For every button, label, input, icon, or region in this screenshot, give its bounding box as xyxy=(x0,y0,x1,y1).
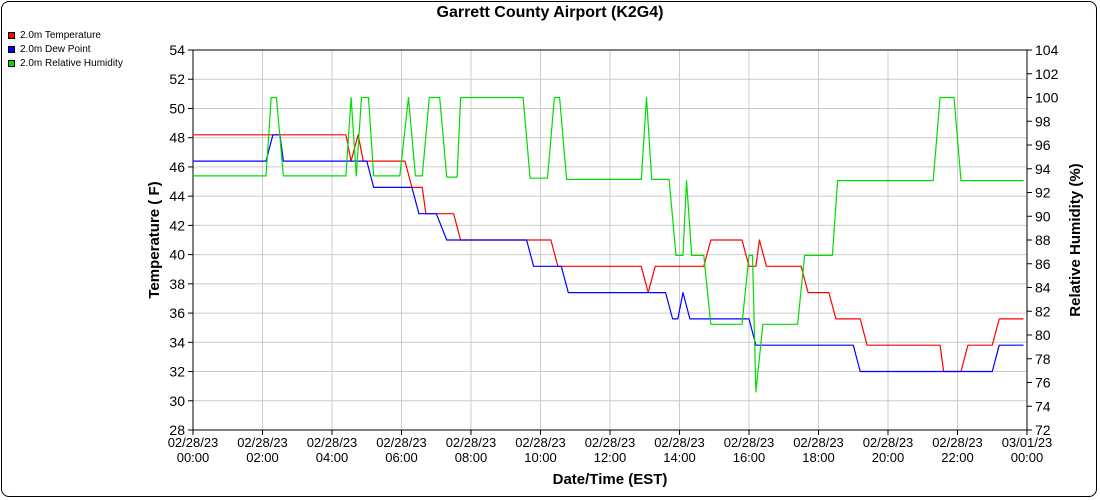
y-right-tick-label: 98 xyxy=(1035,113,1051,129)
y-left-tick-label: 30 xyxy=(169,393,185,409)
x-tick-label-date: 02/28/23 xyxy=(376,435,427,450)
x-tick-label-time: 22:00 xyxy=(941,450,974,465)
x-tick-label-time: 00:00 xyxy=(177,450,210,465)
y-right-tick-label: 102 xyxy=(1035,66,1059,82)
relative-humidity-swatch xyxy=(8,59,15,67)
y-left-tick-label: 36 xyxy=(169,305,185,321)
y-right-tick-label: 86 xyxy=(1035,256,1051,272)
y-right-tick-label: 82 xyxy=(1035,303,1051,319)
plot-area-border xyxy=(192,49,1028,431)
legend-item-relative-humidity: 2.0m Relative Humidity xyxy=(8,56,123,70)
x-tick-label-date: 02/28/23 xyxy=(932,435,983,450)
y-left-tick-label: 48 xyxy=(169,130,185,146)
y-left-axis-label: Temperature ( F) xyxy=(146,181,163,298)
y-right-tick-label: 76 xyxy=(1035,375,1051,391)
y-left-tick-label: 38 xyxy=(169,276,185,292)
x-tick-label-date: 02/28/23 xyxy=(446,435,497,450)
y-right-tick-label: 96 xyxy=(1035,137,1051,153)
x-tick-label-date: 02/28/23 xyxy=(515,435,566,450)
y-right-tick-label: 80 xyxy=(1035,327,1051,343)
x-tick-label-time: 08:00 xyxy=(455,450,488,465)
x-tick-label-date: 02/28/23 xyxy=(724,435,775,450)
y-left-tick-label: 28 xyxy=(169,422,185,438)
x-tick-label-time: 12:00 xyxy=(594,450,627,465)
x-tick-label-time: 14:00 xyxy=(663,450,696,465)
series-line-relative-humidity xyxy=(193,96,1024,393)
x-tick-label-date: 02/28/23 xyxy=(863,435,914,450)
y-right-tick-label: 74 xyxy=(1035,398,1051,414)
x-tick-label-date: 02/28/23 xyxy=(585,435,636,450)
y-right-tick-label: 104 xyxy=(1035,42,1059,58)
y-right-tick-label: 94 xyxy=(1035,161,1051,177)
legend-item-dew-point: 2.0m Dew Point xyxy=(8,42,123,56)
x-tick-label-time: 10:00 xyxy=(524,450,557,465)
y-right-axis-label: Relative Humidity (%) xyxy=(1067,163,1084,316)
y-left-tick-label: 34 xyxy=(169,334,185,350)
series-line-dew-point xyxy=(193,134,1024,373)
temperature-swatch xyxy=(8,31,15,39)
legend-label-dew-point: 2.0m Dew Point xyxy=(20,43,91,55)
y-right-tick-label: 90 xyxy=(1035,208,1051,224)
y-right-tick-label: 84 xyxy=(1035,280,1051,296)
y-right-tick-label: 88 xyxy=(1035,232,1051,248)
legend-item-temperature: 2.0m Temperature xyxy=(8,28,123,42)
chart-title: Garrett County Airport (K2G4) xyxy=(436,4,664,21)
y-right-tick-label: 72 xyxy=(1035,422,1051,438)
x-tick-label-date: 02/28/23 xyxy=(307,435,358,450)
x-tick-label-date: 03/01/23 xyxy=(1002,435,1053,450)
y-left-tick-label: 50 xyxy=(169,100,185,116)
x-tick-label-date: 02/28/23 xyxy=(168,435,219,450)
legend-label-temperature: 2.0m Temperature xyxy=(20,29,101,41)
y-left-tick-label: 52 xyxy=(169,71,185,87)
y-left-tick-label: 44 xyxy=(169,188,185,204)
x-tick-label-time: 16:00 xyxy=(733,450,766,465)
y-left-tick-label: 40 xyxy=(169,247,185,263)
y-left-tick-label: 42 xyxy=(169,217,185,233)
y-left-tick-label: 46 xyxy=(169,159,185,175)
x-tick-label-time: 18:00 xyxy=(802,450,835,465)
dew-point-swatch xyxy=(8,45,15,53)
y-right-tick-label: 78 xyxy=(1035,351,1051,367)
y-right-tick-label: 100 xyxy=(1035,90,1059,106)
x-tick-label-date: 02/28/23 xyxy=(654,435,705,450)
legend-label-relative-humidity: 2.0m Relative Humidity xyxy=(20,57,123,69)
legend: 2.0m Temperature 2.0m Dew Point 2.0m Rel… xyxy=(8,28,123,70)
y-left-tick-label: 32 xyxy=(169,364,185,380)
x-tick-label-time: 02:00 xyxy=(246,450,279,465)
x-tick-label-time: 06:00 xyxy=(385,450,418,465)
x-axis-label: Date/Time (EST) xyxy=(553,471,668,488)
x-tick-label-time: 00:00 xyxy=(1011,450,1044,465)
series-line-temperature xyxy=(193,134,1024,373)
x-tick-label-date: 02/28/23 xyxy=(237,435,288,450)
y-right-tick-label: 92 xyxy=(1035,185,1051,201)
y-left-tick-label: 54 xyxy=(169,42,185,58)
x-tick-label-time: 20:00 xyxy=(872,450,905,465)
x-tick-label-date: 02/28/23 xyxy=(793,435,844,450)
x-tick-label-time: 04:00 xyxy=(316,450,349,465)
